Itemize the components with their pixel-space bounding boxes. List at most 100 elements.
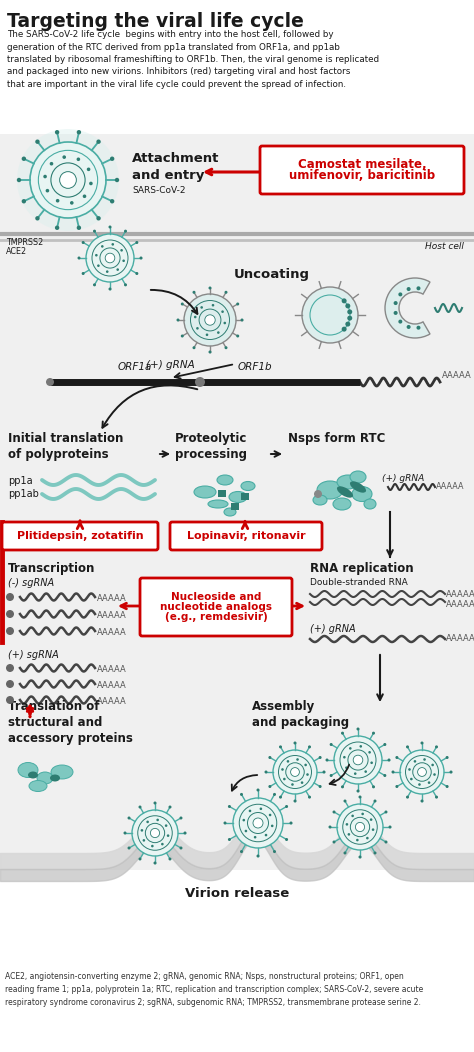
Circle shape [345, 767, 348, 769]
Circle shape [264, 770, 267, 773]
Circle shape [374, 851, 376, 854]
Text: nucleotide analogs: nucleotide analogs [160, 602, 272, 612]
Circle shape [212, 304, 214, 306]
Circle shape [346, 823, 348, 826]
Circle shape [224, 822, 227, 825]
Circle shape [165, 825, 167, 827]
Text: Virion release: Virion release [185, 887, 289, 901]
Circle shape [254, 836, 256, 838]
Circle shape [139, 257, 143, 260]
Circle shape [256, 854, 259, 857]
Text: AAAAA: AAAAA [97, 594, 127, 603]
Circle shape [6, 627, 14, 635]
Circle shape [408, 768, 411, 771]
Text: TMPRSS2: TMPRSS2 [6, 238, 43, 247]
Circle shape [383, 774, 386, 777]
Circle shape [395, 756, 398, 758]
Text: (e.g., remdesivir): (e.g., remdesivir) [164, 612, 267, 623]
Circle shape [77, 158, 80, 161]
Circle shape [82, 195, 86, 198]
Circle shape [78, 257, 81, 260]
Circle shape [433, 773, 436, 775]
Circle shape [372, 828, 374, 831]
Circle shape [55, 225, 59, 230]
Circle shape [6, 696, 14, 704]
Ellipse shape [224, 508, 236, 515]
Text: Host cell: Host cell [425, 242, 464, 251]
Circle shape [236, 335, 239, 338]
Text: and packaged into new virions. Inhibitors (red) targeting viral and host factors: and packaged into new virions. Inhibitor… [7, 67, 350, 77]
Text: AAAAA: AAAAA [97, 611, 127, 620]
Circle shape [435, 746, 438, 748]
Ellipse shape [37, 772, 53, 784]
Circle shape [209, 286, 211, 289]
Circle shape [296, 758, 299, 761]
Text: Lopinavir, ritonavir: Lopinavir, ritonavir [187, 531, 305, 541]
Circle shape [273, 793, 276, 796]
Circle shape [209, 350, 211, 353]
Circle shape [6, 593, 14, 601]
Text: AAAAA: AAAAA [442, 371, 472, 381]
Circle shape [410, 777, 413, 781]
Circle shape [343, 756, 346, 758]
Circle shape [341, 786, 344, 788]
Circle shape [392, 770, 394, 773]
Text: SARS-CoV-2: SARS-CoV-2 [132, 186, 185, 195]
Text: ACE2, angiotensin-converting enzyme 2; gRNA, genomic RNA; Nsps, nonstructural pr: ACE2, angiotensin-converting enzyme 2; g… [5, 972, 404, 982]
Circle shape [236, 303, 239, 305]
Circle shape [228, 838, 231, 841]
Circle shape [109, 287, 111, 290]
Text: Nsps form RTC: Nsps form RTC [288, 432, 385, 445]
Circle shape [366, 836, 369, 839]
Circle shape [201, 306, 203, 308]
FancyBboxPatch shape [170, 522, 322, 550]
Circle shape [359, 745, 362, 748]
Circle shape [384, 810, 387, 813]
Circle shape [96, 216, 101, 221]
Circle shape [393, 301, 398, 305]
Circle shape [240, 793, 243, 796]
Circle shape [143, 839, 145, 842]
Ellipse shape [313, 495, 327, 505]
Circle shape [82, 272, 85, 275]
Text: AAAAA: AAAAA [436, 482, 465, 491]
Text: Targeting the viral life cycle: Targeting the viral life cycle [7, 12, 304, 31]
FancyBboxPatch shape [140, 578, 292, 636]
Circle shape [93, 229, 96, 232]
Circle shape [308, 795, 311, 798]
Circle shape [141, 829, 143, 832]
Circle shape [407, 287, 410, 291]
Circle shape [128, 816, 130, 820]
Circle shape [326, 758, 328, 762]
Circle shape [6, 610, 14, 618]
Circle shape [70, 201, 73, 205]
Circle shape [291, 768, 300, 776]
Text: AAAAA: AAAAA [446, 600, 474, 609]
Circle shape [351, 814, 354, 817]
Circle shape [328, 826, 331, 829]
Circle shape [334, 736, 382, 784]
Circle shape [132, 810, 178, 856]
Circle shape [17, 178, 21, 182]
Circle shape [407, 325, 410, 329]
Circle shape [388, 758, 391, 762]
Circle shape [55, 130, 59, 135]
Circle shape [344, 800, 346, 803]
Circle shape [344, 851, 346, 854]
Circle shape [301, 782, 303, 784]
Circle shape [138, 857, 142, 861]
Circle shape [417, 326, 420, 329]
Circle shape [101, 245, 104, 247]
Circle shape [446, 785, 448, 788]
Circle shape [77, 225, 81, 230]
Circle shape [287, 760, 289, 763]
Circle shape [398, 320, 402, 324]
Text: Nucleoside and: Nucleoside and [171, 591, 261, 602]
Ellipse shape [18, 763, 38, 777]
Circle shape [356, 728, 359, 730]
Circle shape [161, 843, 164, 846]
Text: (+) gRNA: (+) gRNA [382, 474, 424, 483]
Text: Plitidepsin, zotatifin: Plitidepsin, zotatifin [17, 531, 143, 541]
Ellipse shape [28, 771, 38, 778]
Circle shape [368, 751, 371, 753]
